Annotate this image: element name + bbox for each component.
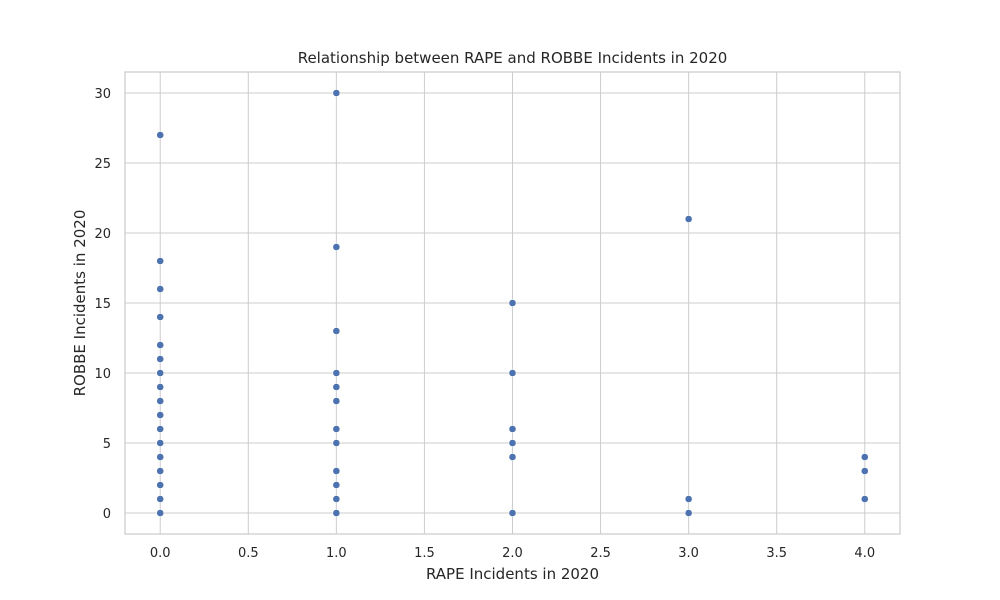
- x-axis-ticks: 0.0 0.5 1.0 1.5 2.0 2.5 3.0 3.5 4.0: [150, 546, 875, 561]
- y-tick-label: 5: [103, 437, 111, 452]
- x-tick-label: 4.0: [854, 546, 875, 561]
- data-point: [508, 299, 517, 307]
- x-tick-label: 2.5: [590, 546, 611, 561]
- data-point: [332, 481, 341, 489]
- plot-area: [124, 71, 901, 535]
- y-tick-label: 15: [94, 297, 111, 312]
- data-point: [860, 467, 869, 475]
- data-point: [332, 327, 341, 335]
- data-point: [156, 397, 165, 405]
- data-point: [156, 439, 165, 447]
- data-point: [156, 313, 165, 321]
- data-point: [156, 453, 165, 461]
- y-tick-label: 0: [103, 507, 111, 522]
- data-point: [156, 341, 165, 349]
- data-point: [332, 89, 341, 97]
- data-point: [684, 215, 693, 223]
- data-point: [156, 509, 165, 517]
- data-point: [684, 495, 693, 503]
- x-tick-label: 1.0: [326, 546, 347, 561]
- x-tick-label: 0.5: [238, 546, 259, 561]
- x-tick-label: 2.0: [502, 546, 523, 561]
- data-point: [332, 243, 341, 251]
- y-tick-label: 10: [94, 367, 111, 382]
- y-tick-label: 20: [94, 227, 111, 242]
- data-point: [156, 467, 165, 475]
- data-point: [332, 425, 341, 433]
- data-point: [156, 495, 165, 503]
- data-point: [684, 509, 693, 517]
- data-point: [332, 439, 341, 447]
- chart-title: Relationship between RAPE and ROBBE Inci…: [298, 49, 728, 67]
- data-point: [860, 495, 869, 503]
- data-point: [332, 495, 341, 503]
- x-tick-label: 1.5: [414, 546, 435, 561]
- y-axis-ticks: 0 5 10 15 20 25 30: [94, 87, 111, 522]
- data-point: [156, 257, 165, 265]
- data-point: [156, 383, 165, 391]
- data-point: [508, 425, 517, 433]
- data-point: [156, 481, 165, 489]
- y-tick-label: 30: [94, 87, 111, 102]
- data-point: [156, 355, 165, 363]
- data-points: [156, 89, 869, 517]
- data-point: [332, 383, 341, 391]
- data-point: [508, 369, 517, 377]
- data-point: [156, 411, 165, 419]
- x-tick-label: 3.5: [766, 546, 787, 561]
- data-point: [508, 453, 517, 461]
- data-point: [332, 509, 341, 517]
- data-point: [156, 369, 165, 377]
- data-point: [860, 453, 869, 461]
- data-point: [332, 397, 341, 405]
- x-tick-label: 3.0: [678, 546, 699, 561]
- y-tick-label: 25: [94, 157, 111, 172]
- y-axis-label: ROBBE Incidents in 2020: [71, 210, 89, 397]
- data-point: [156, 425, 165, 433]
- data-point: [508, 509, 517, 517]
- x-tick-label: 0.0: [150, 546, 171, 561]
- data-point: [332, 369, 341, 377]
- x-axis-label: RAPE Incidents in 2020: [426, 565, 599, 583]
- data-point: [156, 285, 165, 293]
- data-point: [156, 131, 165, 139]
- data-point: [508, 439, 517, 447]
- data-point: [332, 467, 341, 475]
